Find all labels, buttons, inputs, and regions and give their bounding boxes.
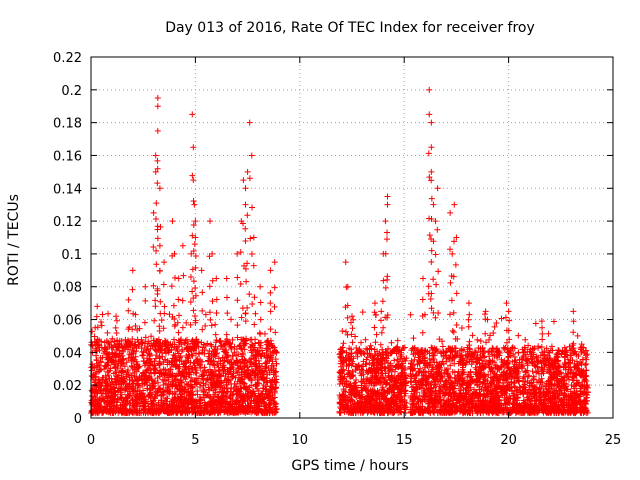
data-point [373, 331, 380, 338]
data-point [228, 381, 235, 388]
data-point [529, 368, 536, 375]
data-point [340, 340, 347, 347]
data-point [104, 329, 111, 336]
data-point [391, 357, 398, 364]
data-point [132, 322, 139, 329]
data-point [132, 353, 139, 360]
data-point [201, 364, 208, 371]
data-point [238, 346, 245, 353]
data-point [362, 336, 369, 343]
data-point [202, 322, 209, 329]
data-point [89, 361, 96, 368]
data-point [569, 342, 576, 349]
data-point [140, 352, 147, 359]
data-point [336, 409, 343, 416]
data-point [410, 335, 417, 342]
data-point [105, 310, 112, 317]
data-point [532, 320, 539, 327]
data-point [394, 337, 401, 344]
data-point [222, 373, 229, 380]
data-point [99, 311, 106, 318]
data-point [224, 385, 231, 392]
data-point [228, 316, 235, 323]
data-point [170, 336, 177, 343]
data-point [477, 338, 484, 345]
data-point [388, 339, 395, 346]
data-point [407, 311, 414, 318]
data-point [204, 340, 211, 347]
data-point [367, 342, 374, 349]
data-point [98, 322, 105, 329]
data-point [267, 300, 274, 307]
data-point [574, 332, 581, 339]
data-point [498, 315, 505, 322]
data-point [252, 310, 259, 317]
data-point [140, 369, 147, 376]
data-point [248, 382, 255, 389]
data-point [469, 332, 476, 339]
data-point [161, 356, 168, 363]
data-point [439, 343, 446, 350]
data-point [545, 330, 552, 337]
data-point [373, 311, 380, 318]
data-point [242, 318, 249, 325]
data-point [458, 324, 465, 331]
data-point [158, 317, 165, 324]
data-point [102, 378, 109, 385]
data-point [156, 361, 163, 368]
data-points [88, 86, 591, 417]
data-point [212, 321, 219, 328]
data-point [89, 328, 96, 335]
data-point [358, 339, 365, 346]
data-point [139, 340, 146, 347]
data-point [193, 370, 200, 377]
data-point [113, 317, 120, 324]
data-point [95, 376, 102, 383]
data-point [584, 351, 591, 358]
data-point [515, 332, 522, 339]
data-point [561, 359, 568, 366]
data-point [359, 309, 366, 316]
data-point [363, 345, 370, 352]
data-point [339, 327, 346, 334]
data-point [229, 336, 236, 343]
data-point [465, 316, 472, 323]
data-point [450, 329, 457, 336]
data-point [522, 336, 529, 343]
data-point [244, 386, 251, 393]
